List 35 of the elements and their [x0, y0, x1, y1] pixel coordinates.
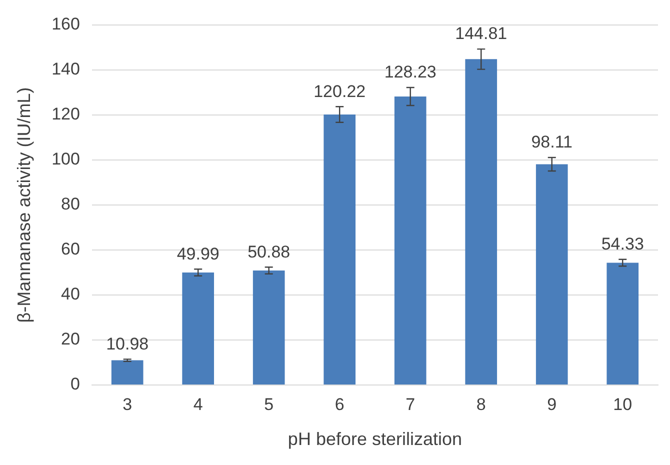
bar: [465, 59, 498, 384]
x-tick-label: 3: [122, 394, 132, 414]
data-label: 10.98: [106, 334, 149, 354]
bar: [182, 272, 214, 384]
x-tick-label: 8: [476, 394, 486, 414]
y-tick-label: 0: [70, 374, 80, 394]
bar: [536, 164, 568, 384]
x-axis-title: pH before sterilization: [288, 429, 462, 450]
bar: [111, 360, 144, 384]
y-tick-label: 120: [52, 104, 80, 124]
x-tick-label: 5: [264, 394, 274, 414]
y-axis-title: β-Mannanase activity (IU/mL): [14, 87, 34, 323]
data-label: 49.99: [176, 244, 220, 264]
bar: [394, 96, 426, 384]
y-tick-label: 20: [61, 330, 80, 349]
data-label: 120.22: [314, 82, 366, 101]
x-tick-label: 9: [547, 394, 557, 414]
y-tick-label: 140: [52, 60, 80, 79]
bar: [324, 114, 356, 384]
data-label: 54.33: [601, 234, 644, 254]
y-tick-label: 80: [61, 194, 80, 214]
y-tick-label: 40: [61, 284, 80, 304]
x-tick-label: 6: [334, 394, 344, 414]
data-label: 50.88: [248, 242, 290, 262]
data-label: 128.23: [384, 62, 436, 82]
data-label: 98.11: [531, 132, 573, 152]
y-tick-label: 160: [52, 14, 80, 34]
y-tick-label: 100: [52, 150, 80, 169]
y-tick-label: 60: [61, 240, 80, 259]
x-tick-label: 10: [613, 394, 632, 414]
bar: [606, 262, 639, 384]
data-label: 144.81: [455, 24, 508, 44]
x-tick-label: 4: [193, 394, 203, 414]
x-tick-label: 7: [406, 394, 416, 414]
bar: [252, 270, 285, 384]
